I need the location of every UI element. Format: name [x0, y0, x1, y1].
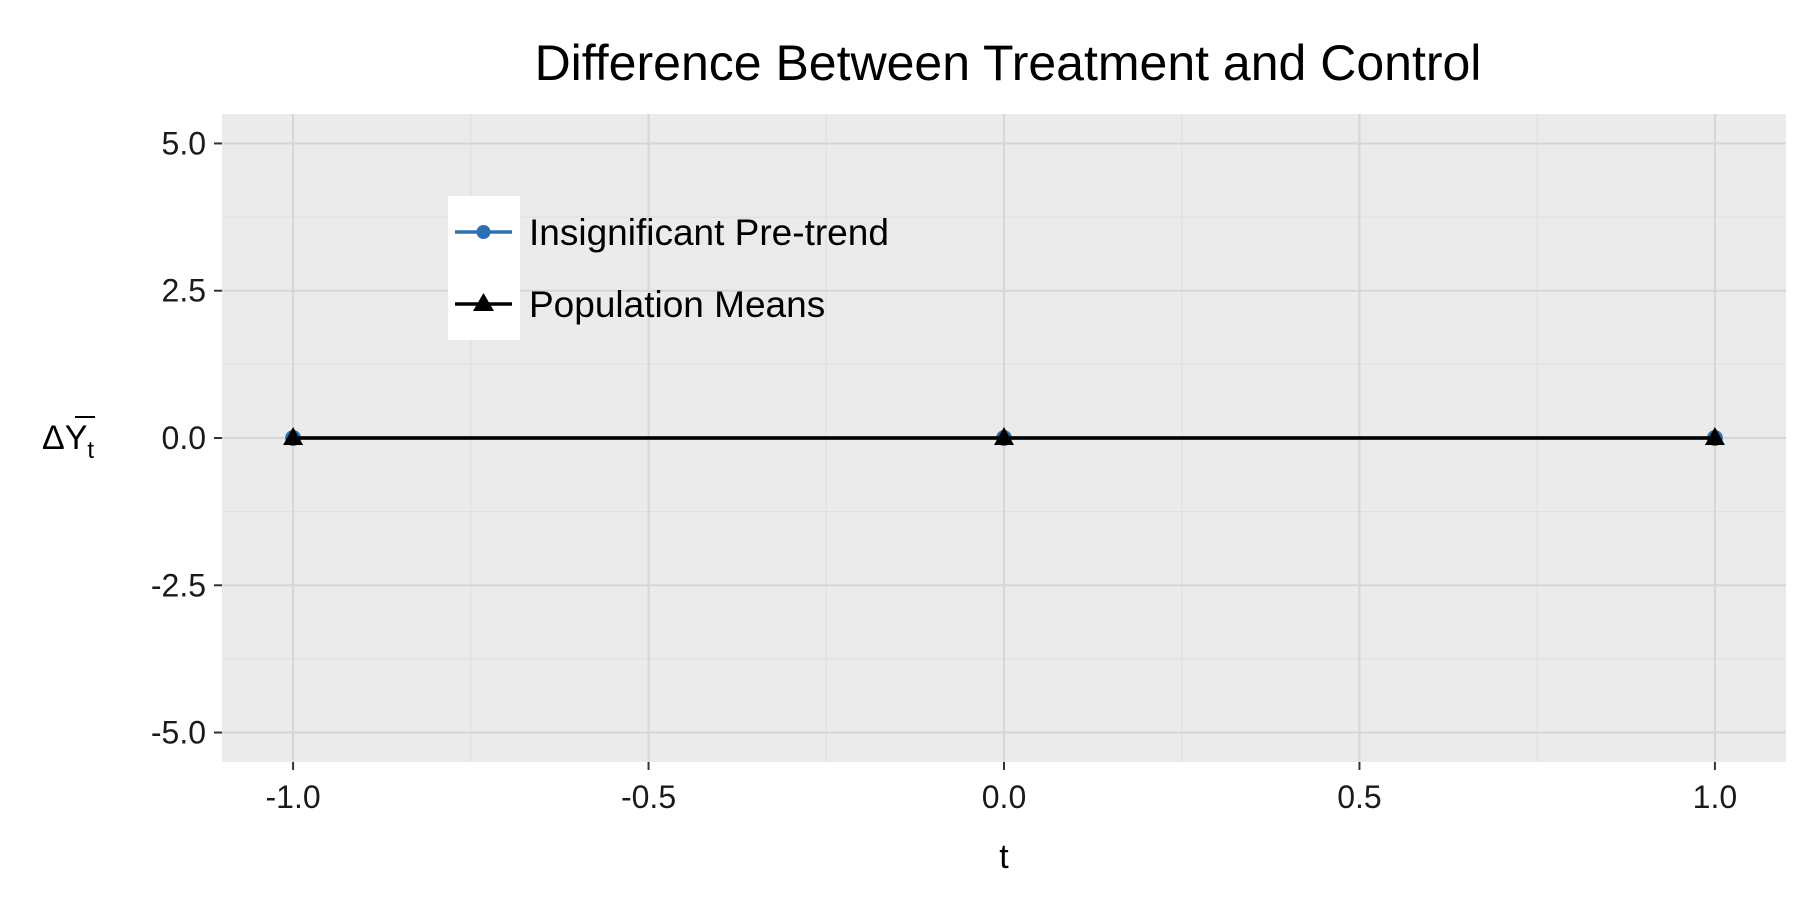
- legend: Insignificant Pre-trend Population Means: [448, 196, 889, 340]
- y-tick-label: 5.0: [162, 125, 206, 161]
- x-tick-label: 0.5: [1337, 779, 1381, 815]
- y-tick-label: -5.0: [151, 715, 206, 751]
- x-tick-label: -0.5: [621, 779, 676, 815]
- y-tick-label: -2.5: [151, 567, 206, 603]
- y-axis-title-subscript: t: [87, 437, 94, 464]
- data-point-population-means: [1704, 427, 1725, 445]
- legend-label-insignificant-pre-trend: Insignificant Pre-trend: [529, 212, 889, 253]
- y-tick-label: 2.5: [162, 273, 206, 309]
- legend-key-marker-insignificant-pre-trend: [476, 225, 491, 239]
- legend-key-background: [448, 196, 520, 340]
- data-point-population-means: [283, 427, 304, 445]
- x-tick-label: -1.0: [266, 779, 321, 815]
- y-axis-title: ΔYt: [42, 416, 95, 464]
- chart-title: Difference Between Treatment and Control: [535, 35, 1482, 91]
- x-tick-label: 1.0: [1693, 779, 1737, 815]
- y-axis-title-main: ΔY: [42, 419, 87, 457]
- axis-ticks: -1.0 -0.5 0.0 0.5 1.0 5.0 2.5 0.0 -2.5 -5.0: [151, 125, 1737, 815]
- legend-label-population-means: Population Means: [529, 284, 825, 325]
- legend-key-marker-population-means: [473, 293, 494, 311]
- data-point-population-means: [994, 427, 1014, 445]
- x-axis-title: t: [999, 838, 1009, 876]
- y-tick-label: 0.0: [162, 420, 206, 456]
- svg-text:ΔYt: ΔYt: [42, 419, 94, 464]
- x-tick-label: 0.0: [982, 779, 1026, 815]
- series-layer: [283, 427, 1725, 446]
